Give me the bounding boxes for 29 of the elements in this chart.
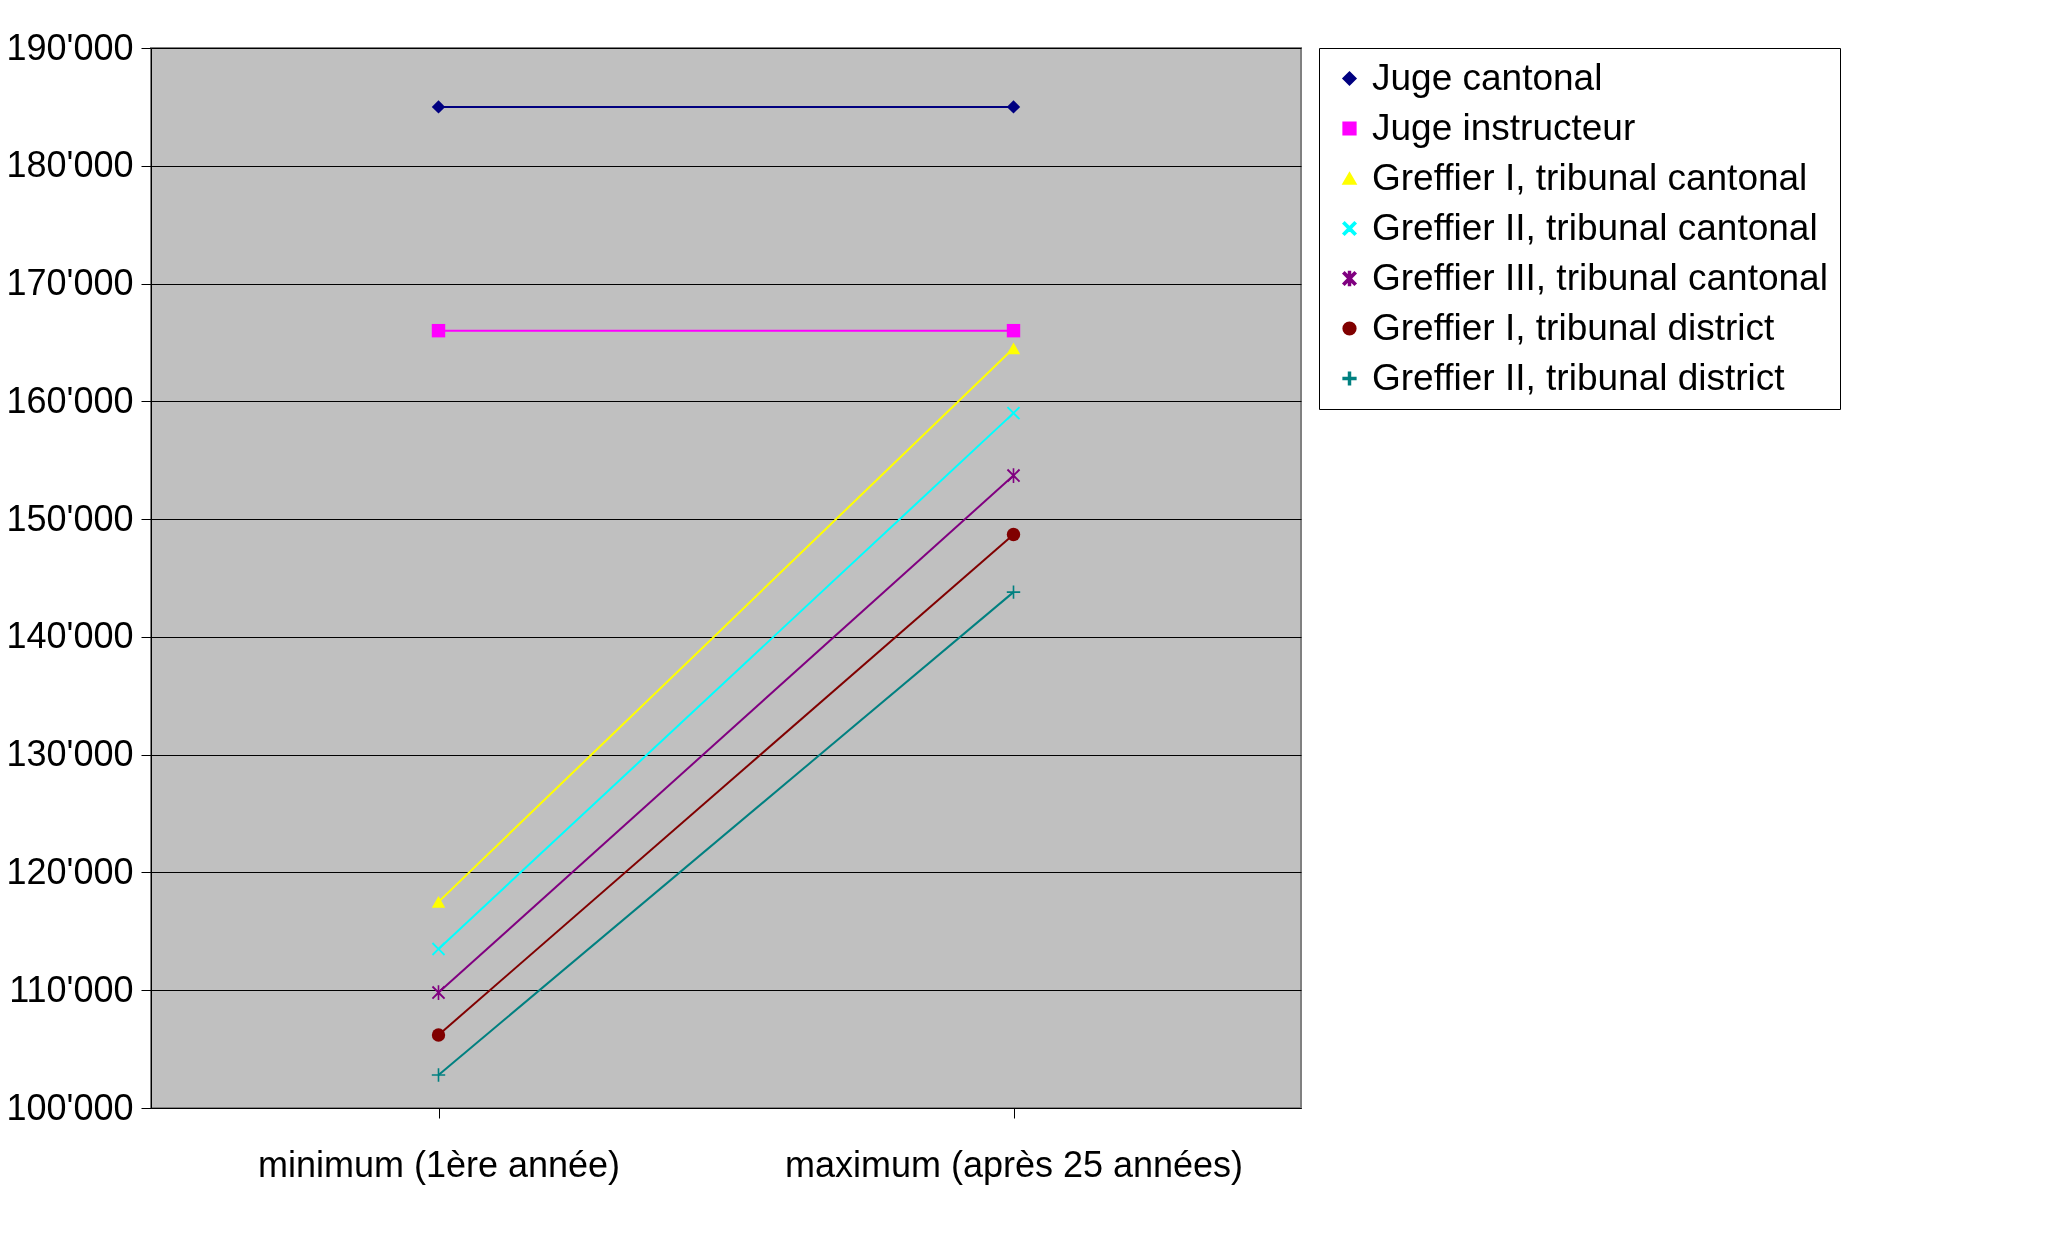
x-tick-label: maximum (après 25 années) bbox=[784, 1143, 1244, 1185]
legend-label: Greffier I, tribunal district bbox=[1372, 306, 1776, 348]
y-tick-label: 110'000 bbox=[9, 968, 134, 1010]
y-tick-label: 180'000 bbox=[6, 144, 134, 186]
legend-label: Greffier I, tribunal cantonal bbox=[1372, 156, 1808, 198]
point bbox=[431, 323, 446, 338]
y-tick-label: 150'000 bbox=[6, 497, 134, 539]
legend-label: Juge cantonal bbox=[1372, 56, 1603, 98]
y-tick-label: 170'000 bbox=[6, 262, 134, 304]
point bbox=[1006, 323, 1021, 338]
legend-label: Greffier II, tribunal district bbox=[1372, 356, 1786, 398]
x-tick-label: minimum (1ère année) bbox=[257, 1143, 621, 1185]
point bbox=[431, 985, 446, 1000]
legend-label: Greffier III, tribunal cantonal bbox=[1372, 256, 1828, 298]
point bbox=[1006, 527, 1021, 542]
y-tick-label: 140'000 bbox=[6, 615, 134, 657]
legend-label: Greffier II, tribunal cantonal bbox=[1372, 206, 1818, 248]
point bbox=[1006, 585, 1021, 599]
point bbox=[431, 100, 446, 114]
y-tick-label: 100'000 bbox=[6, 1086, 134, 1128]
point bbox=[1006, 100, 1021, 114]
point bbox=[431, 1028, 446, 1042]
point bbox=[1006, 468, 1021, 483]
point bbox=[431, 1068, 446, 1082]
y-tick-label: 130'000 bbox=[6, 733, 134, 775]
y-tick-label: 120'000 bbox=[6, 850, 134, 892]
y-tick-label: 190'000 bbox=[6, 26, 134, 68]
legend-label: Juge instructeur bbox=[1372, 106, 1636, 148]
y-tick-label: 160'000 bbox=[6, 379, 134, 421]
